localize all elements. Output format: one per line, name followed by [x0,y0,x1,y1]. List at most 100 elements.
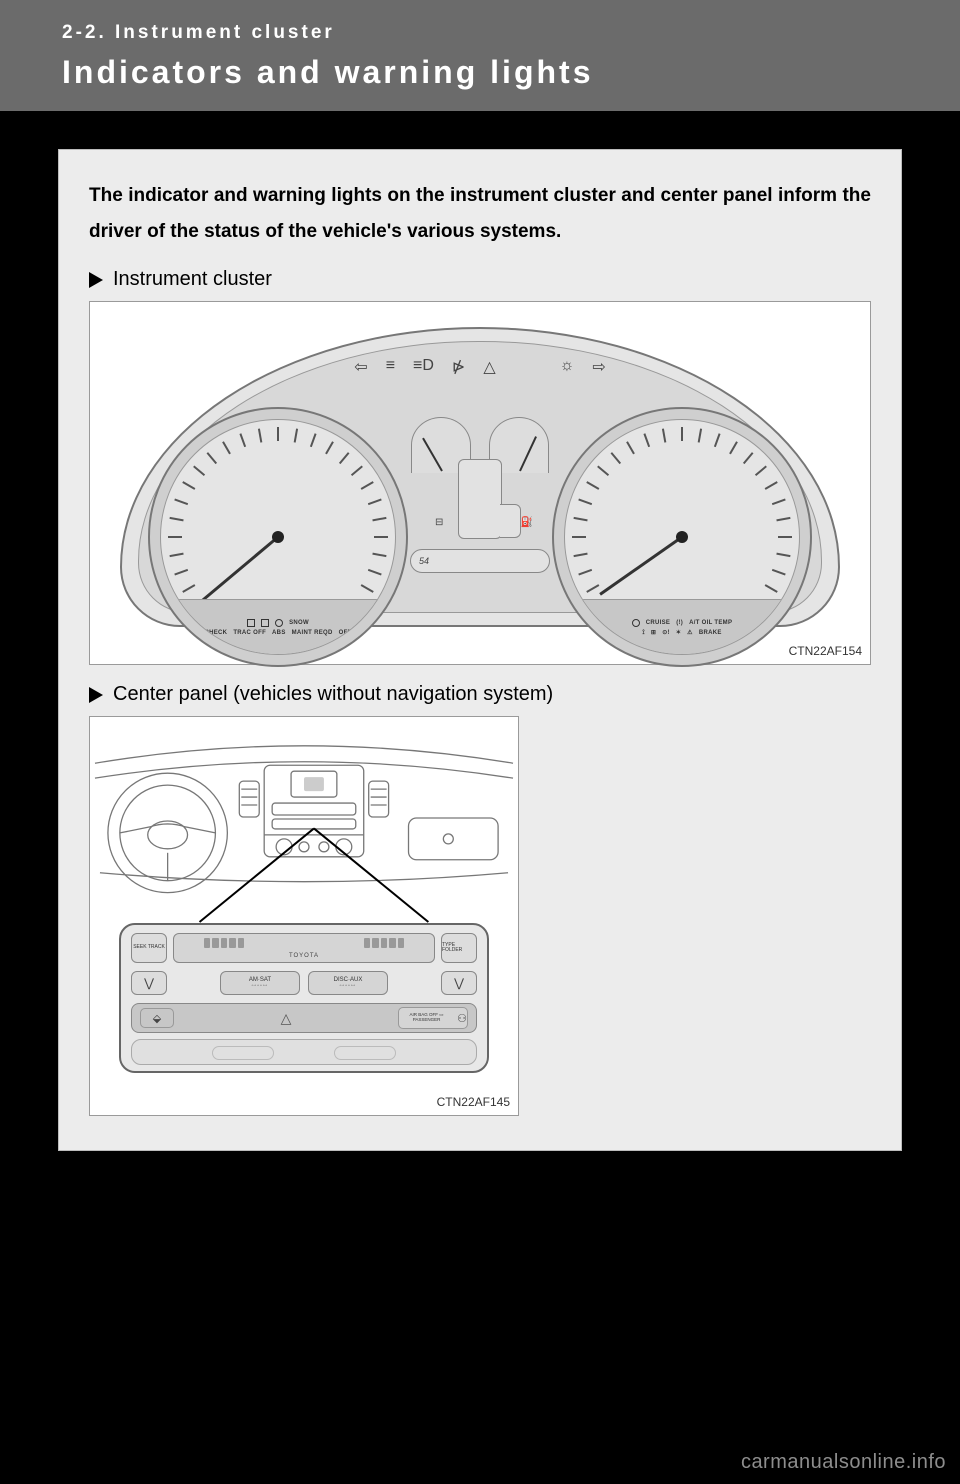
subheading-2-row: Center panel (vehicles without navigatio… [89,683,871,706]
tick [277,427,279,441]
tick [626,441,635,454]
downhill-icon [261,619,269,627]
lower-trim-strip [131,1039,477,1065]
type-folder-label: TYPE FOLDER [442,943,476,954]
seek-track-label: SEEK TRACK [133,945,165,951]
headlight-icon: ≡ [386,357,395,377]
watermark: carmanualsonline.info [741,1451,946,1474]
mini-needle [519,436,537,471]
tick [776,517,790,521]
tick [325,441,334,454]
icon-gap [514,357,542,377]
odometer-display: 54 [410,549,550,573]
am-sat-button: AM·SAT ▫▫▫▫▫▫ [220,971,300,995]
tick [169,553,183,557]
cluster-illustration: ⇦ ≡ ≡D ⋫ △ ☼ ⇨ [120,327,840,627]
trac-off-label: TRAC OFF [233,630,266,636]
mini-needle [422,438,443,472]
tick [294,429,298,443]
seek-track-button: SEEK TRACK [131,933,167,963]
gauge-hub [676,531,688,543]
mode-buttons: AM·SAT ▫▫▫▫▫▫ DISC·AUX ▫▫▫▫▫▫ [173,971,435,995]
content-panel: The indicator and warning lights on the … [58,149,902,1151]
tick [372,553,386,557]
tick [662,429,666,443]
tick [351,466,363,477]
passenger-icon: ⚇ [457,1012,467,1025]
tick [772,569,786,576]
subheading-1: Instrument cluster [113,268,272,291]
tick [174,499,188,506]
dashboard-overview [90,723,518,903]
tick [182,584,195,593]
dashboard-svg [90,723,518,903]
airbag-off-indicator: AIR BAG OFF ▭ PASSENGER ⚇ [398,1007,468,1029]
brand-label: TOYOTA [289,953,319,959]
battery-icon: ⊞ [651,630,656,636]
tick [361,584,374,593]
brake-label: BRAKE [699,630,722,636]
figure-instrument-cluster: ⇦ ≡ ≡D ⋫ △ ☼ ⇨ [89,301,871,665]
gauge-indicator-strip: SNOW CHECK TRAC OFF ABS MAINT REQD OFF [161,599,395,654]
subheading-2: Center panel (vehicles without navigatio… [113,683,553,706]
chevron-down-right: ⋁ [441,971,477,995]
intro-text: The indicator and warning lights on the … [89,178,871,250]
triangle-bullet-icon [89,272,103,288]
header-band: 2-2. Instrument cluster Indicators and w… [0,0,960,111]
section-number: 2-2. Instrument cluster [62,22,960,44]
tick [573,553,587,557]
tick [169,517,183,521]
gauge-face: SNOW CHECK TRAC OFF ABS MAINT REQD OFF [160,419,396,655]
tick [772,499,786,506]
tick [578,499,592,506]
tick [193,466,205,477]
tick [743,452,754,464]
tick [681,427,683,441]
tick [578,569,592,576]
radio-row-2: ⋁ AM·SAT ▫▫▫▫▫▫ DISC·AUX ▫▫▫▫▫▫ ⋁ [131,969,477,997]
high-beam-icon: ≡D [413,357,434,377]
defog-icon [275,619,283,627]
tick [611,452,622,464]
speedometer-gauge: CRUISE (!) A/T OIL TEMP ⟟ ⊞ ⊙! ✶ ⚠ BRAKE [552,407,812,667]
fuel-icon: ⛽ [521,517,533,528]
page-title: Indicators and warning lights [62,54,960,91]
master-warning-icon: △ [483,357,495,377]
tick [778,536,792,538]
gauge-hub [272,531,284,543]
turn-right-icon: ⇨ [592,357,605,377]
tick [755,466,767,477]
tick [207,452,218,464]
abs-label: ABS [272,630,286,636]
radio-panel-closeup: SEEK TRACK TOYOTA TYPE FOLDER ⋁ AM·SAT ▫… [119,923,489,1073]
seatbelt-icon: ⚠ [687,630,693,636]
odometer-value: 54 [419,556,429,566]
gauge-face: CRUISE (!) A/T OIL TEMP ⟟ ⊞ ⊙! ✶ ⚠ BRAKE [564,419,800,655]
ps-icon: ⊙! [662,630,670,636]
hazard-icon: △ [184,1010,388,1027]
snow-label: SNOW [289,620,309,626]
type-folder-button: TYPE FOLDER [441,933,477,963]
tick [368,569,382,576]
tick [586,584,599,593]
radio-display: TOYOTA [173,933,435,963]
tick [765,584,778,593]
srs-icon: ✶ [676,630,681,636]
figure-center-panel: SEEK TRACK TOYOTA TYPE FOLDER ⋁ AM·SAT ▫… [89,716,519,1116]
tick [168,536,182,538]
tick [182,481,195,490]
tick [573,517,587,521]
fog-light-icon: ⋫ [452,357,465,377]
tick [258,429,262,443]
at-oil-temp-label: A/T OIL TEMP [689,620,732,626]
maint-reqd-label: MAINT REQD [292,630,333,636]
tick [361,481,374,490]
tick [174,569,188,576]
center-display-block: ⊟ ⛽ 54 [405,417,555,577]
tachometer-gauge: SNOW CHECK TRAC OFF ABS MAINT REQD OFF [148,407,408,667]
turn-left-icon: ⇦ [354,357,367,377]
tick [239,433,246,447]
airbag-off-label: AIR BAG OFF ▭ PASSENGER [399,1013,454,1023]
tick [339,452,350,464]
off-label: OFF [339,630,352,636]
